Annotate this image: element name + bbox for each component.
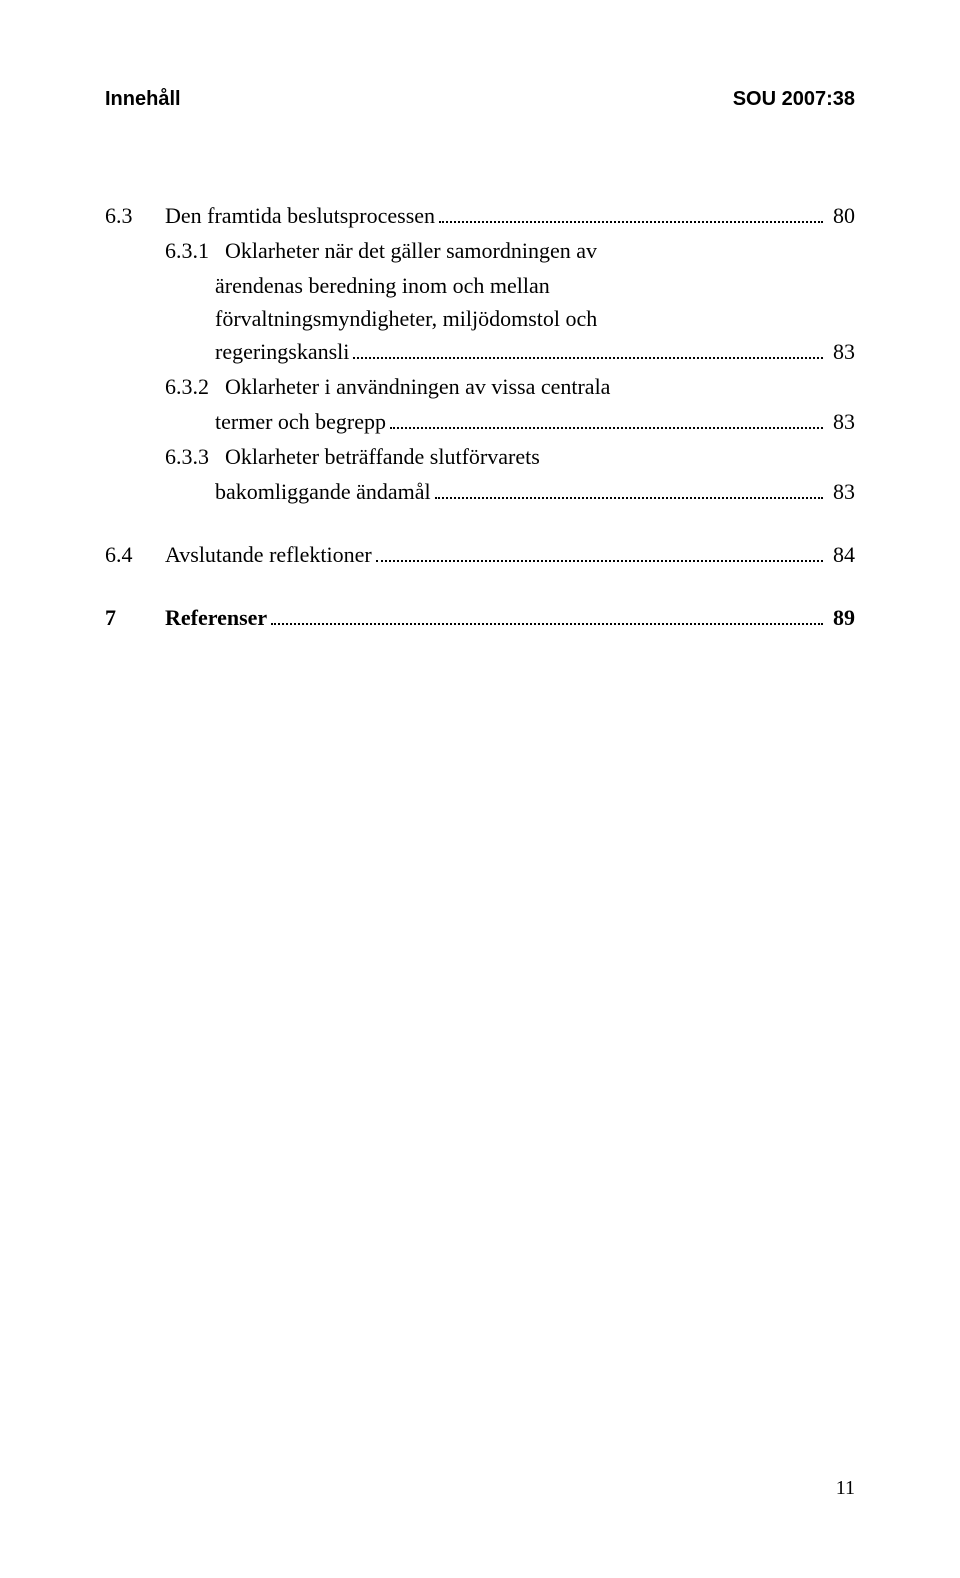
toc-leader-dots xyxy=(376,540,823,562)
toc-title-line: Oklarheter när det gäller samordningen a… xyxy=(225,234,597,267)
running-header: Innehåll SOU 2007:38 xyxy=(105,88,855,111)
toc-entry-6-3-3: 6.3.3 Oklarheter beträffande slutförvare… xyxy=(105,440,855,508)
toc-number: 6.3.2 xyxy=(165,370,225,403)
toc-title: Referenser xyxy=(165,601,267,634)
toc-title-line: Oklarheter beträffande slutförvarets xyxy=(225,440,540,473)
toc-leader-dots xyxy=(353,337,823,359)
toc-page: 83 xyxy=(827,475,855,508)
toc-entry-6-3-1: 6.3.1 Oklarheter när det gäller samordni… xyxy=(105,234,855,368)
toc-number: 6.4 xyxy=(105,538,165,571)
toc-entry-7: 7 Referenser 89 xyxy=(105,601,855,634)
toc-title-line: ärendenas beredning inom och mellan xyxy=(215,269,855,302)
toc-page: 83 xyxy=(827,335,855,368)
toc-title: Den framtida beslutsprocessen xyxy=(165,199,435,232)
header-section-title: Innehåll xyxy=(105,88,181,111)
toc-page: 84 xyxy=(827,538,855,571)
document-page: Innehåll SOU 2007:38 6.3 Den framtida be… xyxy=(0,0,960,1578)
toc-leader-dots xyxy=(435,477,823,499)
page-number: 11 xyxy=(836,1477,855,1500)
toc-number: 6.3.3 xyxy=(165,440,225,473)
toc-page: 89 xyxy=(827,601,855,634)
toc-leader-dots xyxy=(271,603,823,625)
toc-page: 80 xyxy=(827,199,855,232)
toc-title: Avslutande reflektioner xyxy=(165,538,372,571)
toc-number: 6.3.1 xyxy=(165,234,225,267)
toc-page: 83 xyxy=(827,405,855,438)
toc-title-line: Oklarheter i användningen av vissa centr… xyxy=(225,370,610,403)
toc-title-line: förvaltningsmyndigheter, miljödomstol oc… xyxy=(215,302,855,335)
toc-leader-dots xyxy=(390,407,823,429)
toc-number: 7 xyxy=(105,601,165,634)
toc-entry-6-3: 6.3 Den framtida beslutsprocessen 80 xyxy=(105,199,855,232)
toc-leader-dots xyxy=(439,201,823,223)
toc-entry-6-3-2: 6.3.2 Oklarheter i användningen av vissa… xyxy=(105,370,855,438)
header-doc-id: SOU 2007:38 xyxy=(733,88,855,111)
toc-entry-6-4: 6.4 Avslutande reflektioner 84 xyxy=(105,538,855,571)
table-of-contents: 6.3 Den framtida beslutsprocessen 80 6.3… xyxy=(105,199,855,634)
toc-title-line: bakomliggande ändamål xyxy=(215,475,431,508)
toc-title-line: regeringskansli xyxy=(215,335,349,368)
toc-title-line: termer och begrepp xyxy=(215,405,386,438)
toc-number: 6.3 xyxy=(105,199,165,232)
